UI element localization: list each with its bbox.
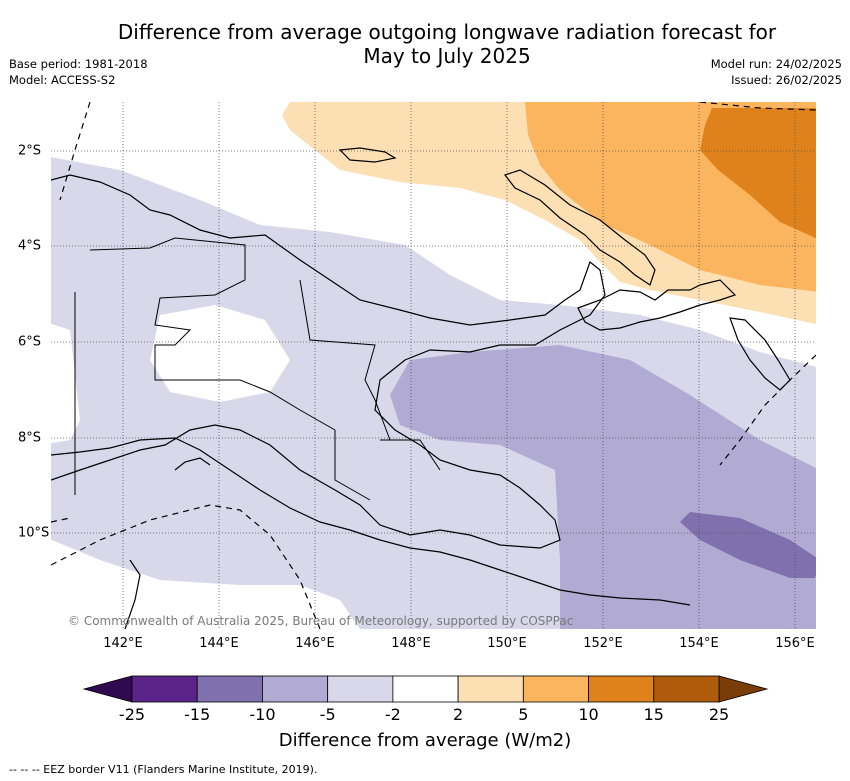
colorbar-segment: [262, 675, 329, 703]
national-borders: [74, 237, 441, 501]
eez-west: [59, 102, 91, 201]
eez-east: [719, 354, 816, 466]
olr-region-minus15: [680, 512, 816, 578]
title-line-2: May to July 2025: [363, 44, 531, 68]
colorbar-over-arrow: [718, 675, 769, 703]
lat-tick: 10°S: [18, 525, 50, 541]
lon-tick: 154°E: [679, 636, 719, 651]
eez-southwest: [51, 517, 71, 523]
eez-northeast: [699, 102, 816, 111]
lon-tick: 156°E: [775, 636, 815, 651]
colorbar-tick-label: -10: [249, 705, 276, 724]
south-coast: [51, 437, 691, 606]
colorbar-title: Difference from average (W/m2): [278, 730, 572, 751]
lon-tick: 142°E: [103, 636, 143, 651]
colorbar-tick-label: 10: [578, 705, 599, 724]
colorbar-tick-label: -25: [118, 705, 146, 724]
issued-date: Issued: 26/02/2025: [731, 73, 842, 87]
gridlines: [51, 102, 816, 629]
colorbar-tick-label: 5: [518, 705, 529, 724]
lat-tick: 2°S: [18, 143, 42, 159]
colorbar-tick-label: 25: [708, 705, 730, 724]
model-run: Model run: 24/02/2025: [710, 57, 842, 71]
lon-tick: 148°E: [391, 636, 431, 651]
lon-tick: 150°E: [487, 636, 527, 651]
colorbar-segment: [131, 675, 198, 703]
model-name: Model: ACCESS-S2: [9, 73, 116, 87]
colorbar-segment: [653, 675, 720, 703]
colorbar: [82, 675, 769, 703]
base-period: Base period: 1981-2018: [9, 57, 148, 71]
colorbar-tick-label: 15: [643, 705, 664, 724]
lon-tick: 152°E: [583, 636, 623, 651]
cape-york-coast: [124, 559, 141, 629]
colorbar-segment: [327, 675, 394, 703]
manus-coast: [338, 147, 397, 163]
lon-tick: 146°E: [295, 636, 335, 651]
eez-legend-note: -- -- -- EEZ border V11 (Flanders Marine…: [9, 763, 318, 776]
colorbar-tick-label: -2: [384, 705, 401, 724]
meta-left: Base period: 1981-2018 Model: ACCESS-S2: [9, 56, 148, 88]
colorbar-segment: [588, 675, 655, 703]
chart-title: Difference from average outgoing longwav…: [40, 20, 850, 68]
colorbar-tick-label: -15: [184, 705, 211, 724]
lat-tick: 8°S: [18, 430, 42, 446]
title-line-1: Difference from average outgoing longwav…: [117, 20, 777, 44]
new-guinea-coast: [51, 174, 606, 549]
bougainville-coast: [729, 317, 791, 391]
colorbar-segment: [457, 675, 524, 703]
olr-region-plus10: [700, 108, 816, 239]
meta-right: Model run: 24/02/2025 Issued: 26/02/2025: [711, 56, 842, 88]
copyright-notice: © Commonwealth of Australia 2025, Bureau…: [68, 614, 574, 628]
eez-borders: [51, 102, 816, 629]
lat-tick: 6°S: [18, 334, 42, 350]
colorbar-segment: [196, 675, 263, 703]
fly-river: [174, 457, 211, 471]
colorbar-tick-label: -5: [319, 705, 336, 724]
colorbar-under-arrow: [82, 675, 133, 703]
new-britain-coast: [577, 279, 737, 331]
colorbar-tick-label: 2: [453, 705, 464, 724]
colorbar-segment: [522, 675, 589, 703]
lat-tick: 4°S: [18, 238, 42, 254]
colorbar-segment: [392, 675, 459, 703]
new-ireland-coast: [504, 169, 656, 286]
lon-tick: 144°E: [199, 636, 239, 651]
province-borders: [89, 237, 441, 501]
coastlines: [51, 147, 791, 629]
